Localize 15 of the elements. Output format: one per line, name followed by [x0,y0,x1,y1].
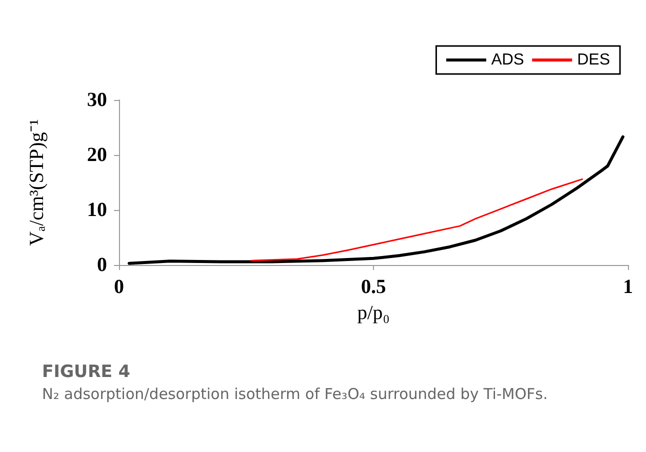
y-tick-label: 0 [97,254,107,276]
line-series [128,135,624,265]
y-axis-title: Vₐ/cm³(STP)g⁻¹ [26,119,48,246]
y-tick-label: 20 [87,144,107,166]
x-tick-label: 0 [114,276,124,298]
legend-label: ADS [491,52,524,68]
line-series [250,178,583,262]
x-tick-label: 0.5 [361,276,386,298]
x-axis-title: p/p₀ [357,302,390,324]
y-tick-label: 10 [87,199,107,221]
text: FIGURE 4 [42,362,132,382]
legend-label: DES [577,52,610,68]
x-tick-label: 1 [623,276,633,298]
text: N₂ adsorption/desorption isotherm of Fe₃O₄ surrounded by Ti-MOFs. [42,384,549,404]
y-tick-label: 30 [87,89,107,111]
